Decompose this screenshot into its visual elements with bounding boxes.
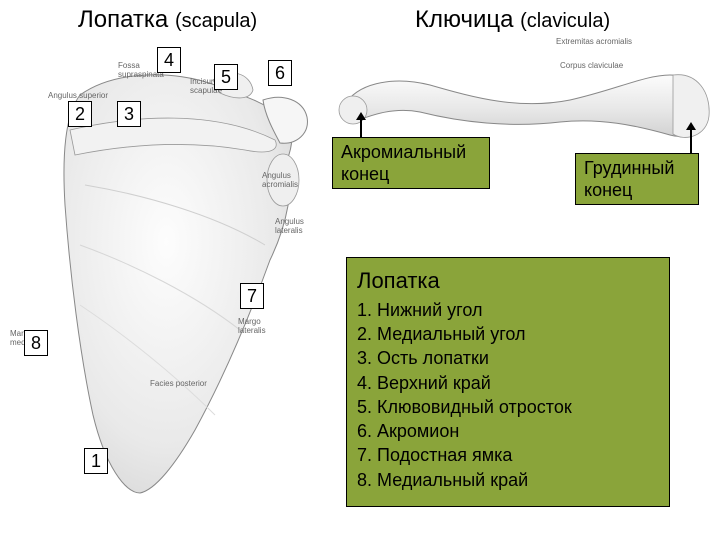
- anat-ext-acr: Extremitas acromialis: [556, 38, 632, 47]
- acromial-l1: Акромиальный: [341, 142, 481, 164]
- sternal-l2: конец: [584, 180, 690, 202]
- scapula-title-latin: (scapula): [175, 10, 257, 32]
- clavicula-title-main: Ключица: [415, 6, 513, 33]
- scapula-label-5: 5: [214, 64, 238, 90]
- clavicula-title-latin: (clavicula): [520, 10, 610, 32]
- scapula-label-2: 2: [68, 101, 92, 127]
- legend-item-4: 4. Верхний край: [357, 371, 659, 395]
- clavicle-illustration: [335, 40, 715, 150]
- legend-item-3: 3. Ость лопатки: [357, 346, 659, 370]
- anat-facies-post: Facies posterior: [150, 380, 207, 389]
- legend-title: Лопатка: [357, 266, 659, 296]
- anat-angulus-sup: Angulus superior: [48, 92, 108, 101]
- acromial-l2: конец: [341, 164, 481, 186]
- sternal-end-box: Грудинный конец: [575, 153, 699, 205]
- arrowhead-sternal: [686, 122, 696, 130]
- scapula-label-6: 6: [268, 60, 292, 86]
- scapula-label-1: 1: [84, 448, 108, 474]
- legend-item-2: 2. Медиальный угол: [357, 322, 659, 346]
- arrowhead-acromial: [356, 112, 366, 120]
- anat-angulus-acr: Angulusacromialis: [262, 172, 298, 190]
- scapula-label-8: 8: [24, 330, 48, 356]
- legend-item-6: 6. Акромион: [357, 419, 659, 443]
- legend-box: Лопатка 1. Нижний угол 2. Медиальный уго…: [346, 257, 670, 507]
- legend-item-7: 7. Подостная ямка: [357, 443, 659, 467]
- arrow-acromial: [360, 118, 362, 138]
- scapula-label-4: 4: [157, 47, 181, 73]
- clavicula-title: Ключица (clavicula): [415, 6, 610, 34]
- anat-angulus-lat: Anguluslateralis: [275, 218, 304, 236]
- acromial-end-box: Акромиальный конец: [332, 137, 490, 189]
- scapula-label-3: 3: [117, 101, 141, 127]
- legend-item-5: 5. Клювовидный отросток: [357, 395, 659, 419]
- legend-item-1: 1. Нижний угол: [357, 298, 659, 322]
- legend-item-8: 8. Медиальный край: [357, 468, 659, 492]
- sternal-l1: Грудинный: [584, 158, 690, 180]
- scapula-label-7: 7: [240, 283, 264, 309]
- arrow-sternal: [690, 128, 692, 156]
- anat-corpus-clav: Corpus claviculae: [560, 62, 623, 71]
- scapula-title-main: Лопатка: [78, 6, 168, 33]
- scapula-title: Лопатка (scapula): [78, 6, 257, 34]
- anat-margo-lat: Margolateralis: [238, 318, 266, 336]
